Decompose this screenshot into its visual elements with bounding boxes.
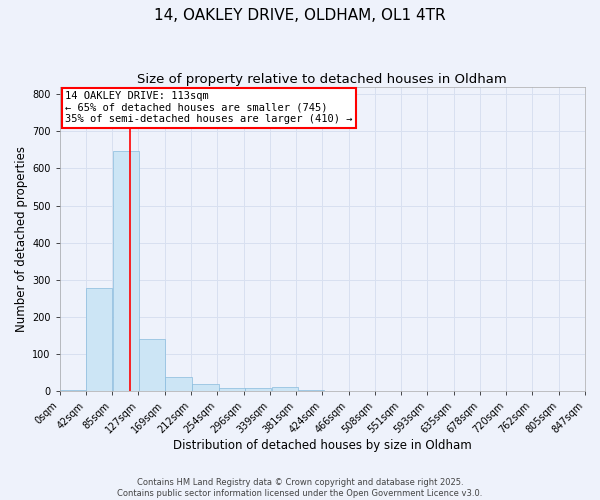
Bar: [192, 384, 218, 392]
Text: 14, OAKLEY DRIVE, OLDHAM, OL1 4TR: 14, OAKLEY DRIVE, OLDHAM, OL1 4TR: [154, 8, 446, 22]
Bar: [166, 378, 191, 392]
Bar: [59, 390, 86, 392]
Bar: [563, 390, 589, 392]
X-axis label: Distribution of detached houses by size in Oldham: Distribution of detached houses by size …: [173, 440, 472, 452]
Bar: [113, 150, 139, 392]
Bar: [272, 387, 298, 392]
Text: Contains HM Land Registry data © Crown copyright and database right 2025.
Contai: Contains HM Land Registry data © Crown c…: [118, 478, 482, 498]
Title: Size of property relative to detached houses in Oldham: Size of property relative to detached ho…: [137, 72, 507, 86]
Bar: [139, 338, 166, 392]
Bar: [86, 288, 112, 392]
Bar: [245, 388, 271, 392]
Text: 14 OAKLEY DRIVE: 113sqm
← 65% of detached houses are smaller (745)
35% of semi-d: 14 OAKLEY DRIVE: 113sqm ← 65% of detache…: [65, 91, 352, 124]
Bar: [298, 390, 324, 392]
Y-axis label: Number of detached properties: Number of detached properties: [15, 146, 28, 332]
Bar: [218, 388, 245, 392]
